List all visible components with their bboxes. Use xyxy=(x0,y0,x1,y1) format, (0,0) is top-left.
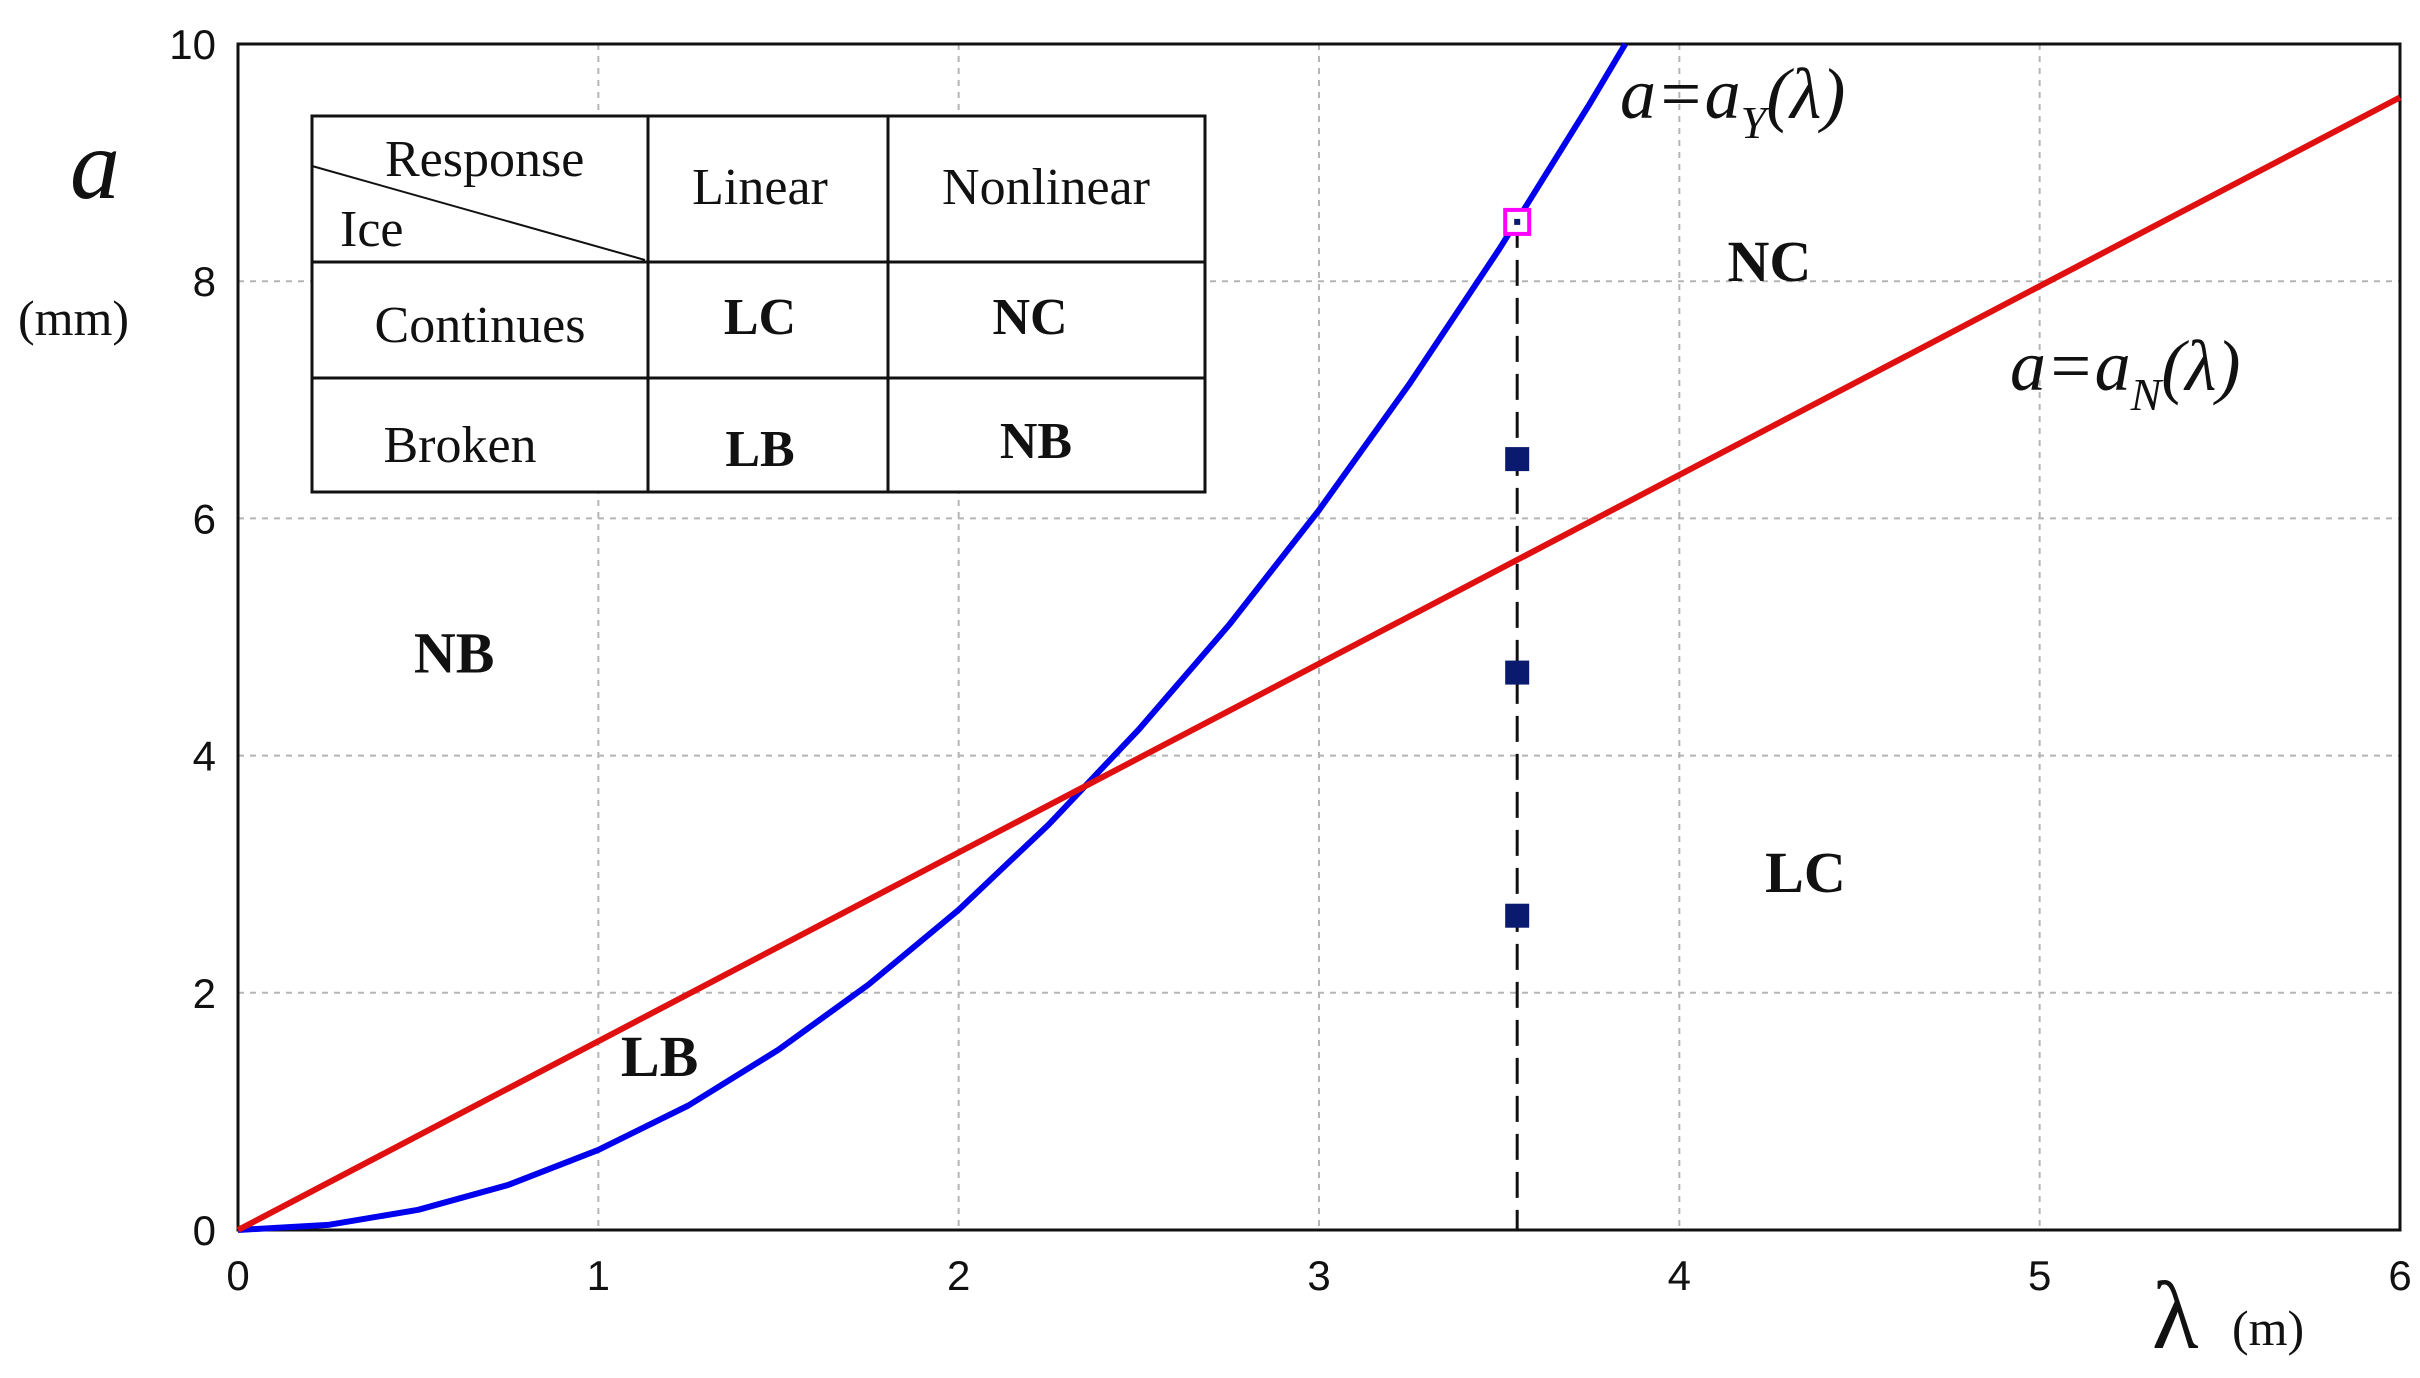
curve-label-aN-sub: N xyxy=(2130,369,2164,420)
legend-table: Response Ice Linear Nonlinear Continues … xyxy=(310,114,1207,494)
marker-hollow-dot xyxy=(1514,218,1521,225)
marker-filled xyxy=(1505,660,1530,685)
legend-row-broken: Broken xyxy=(383,417,536,474)
marker-filled xyxy=(1505,447,1530,472)
x-tick-label: 3 xyxy=(1307,1252,1330,1299)
plot-frame xyxy=(236,42,2402,1232)
curve-label-aY-rhs: (λ) xyxy=(1766,54,1845,134)
legend-cell-lb: LB xyxy=(725,421,794,478)
region-label-lc: LC xyxy=(1765,840,1846,905)
x-tick-label: 0 xyxy=(226,1252,249,1299)
region-label-lb: LB xyxy=(621,1024,698,1089)
x-tick-label: 2 xyxy=(947,1252,970,1299)
y-tick-label: 0 xyxy=(193,1207,216,1254)
marker-filled xyxy=(1505,903,1530,928)
x-axis-unit: (m) xyxy=(2232,1300,2304,1356)
series-line-aN xyxy=(236,94,2402,1233)
region-labels: NC NB LC LB xyxy=(414,229,1846,1089)
region-label-nb: NB xyxy=(414,621,495,686)
x-axis-label: λ xyxy=(2152,1262,2199,1369)
curve-label-aY-lhs: a=a xyxy=(1620,54,1741,134)
y-tick-label: 4 xyxy=(193,733,216,780)
curve-label-aN: a=aN(λ) xyxy=(2010,326,2240,420)
y-tick-label: 10 xyxy=(169,21,216,68)
legend-cell-lc: LC xyxy=(724,289,796,346)
y-tick-label: 6 xyxy=(193,495,216,542)
legend-cell-nb: NB xyxy=(1000,413,1072,470)
legend-col-linear: Linear xyxy=(692,159,828,216)
y-axis-label: a xyxy=(70,109,120,220)
legend-header-response: Response xyxy=(385,131,584,188)
x-tick-label: 5 xyxy=(2028,1252,2051,1299)
y-tick-label: 8 xyxy=(193,258,216,305)
data-markers xyxy=(1503,207,1532,928)
x-tick-label: 1 xyxy=(587,1252,610,1299)
y-axis-unit: (mm) xyxy=(18,290,129,346)
legend-row-continues: Continues xyxy=(375,297,586,354)
curve-label-aN-lhs: a=a xyxy=(2010,326,2131,406)
x-tick-label: 4 xyxy=(1668,1252,1691,1299)
y-tick-label: 2 xyxy=(193,970,216,1017)
legend-table-bg xyxy=(310,114,1207,494)
plot-border xyxy=(236,42,2402,1232)
curve-label-aY: a=aY(λ) xyxy=(1620,54,1845,148)
tick-labels: 0 1 2 3 4 5 6 0 2 4 6 8 10 xyxy=(169,21,2411,1299)
x-tick-label: 6 xyxy=(2388,1252,2411,1299)
series-line-aY xyxy=(237,42,1628,1233)
curve-label-aN-rhs: (λ) xyxy=(2161,326,2240,406)
legend-table-diagonal xyxy=(311,165,646,261)
legend-cell-nc: NC xyxy=(992,289,1067,346)
legend-col-nonlinear: Nonlinear xyxy=(942,159,1150,216)
curve-label-aY-sub: Y xyxy=(1741,97,1771,148)
legend-header-ice: Ice xyxy=(340,201,403,258)
curves xyxy=(236,42,2402,1233)
region-label-nc: NC xyxy=(1728,229,1812,294)
